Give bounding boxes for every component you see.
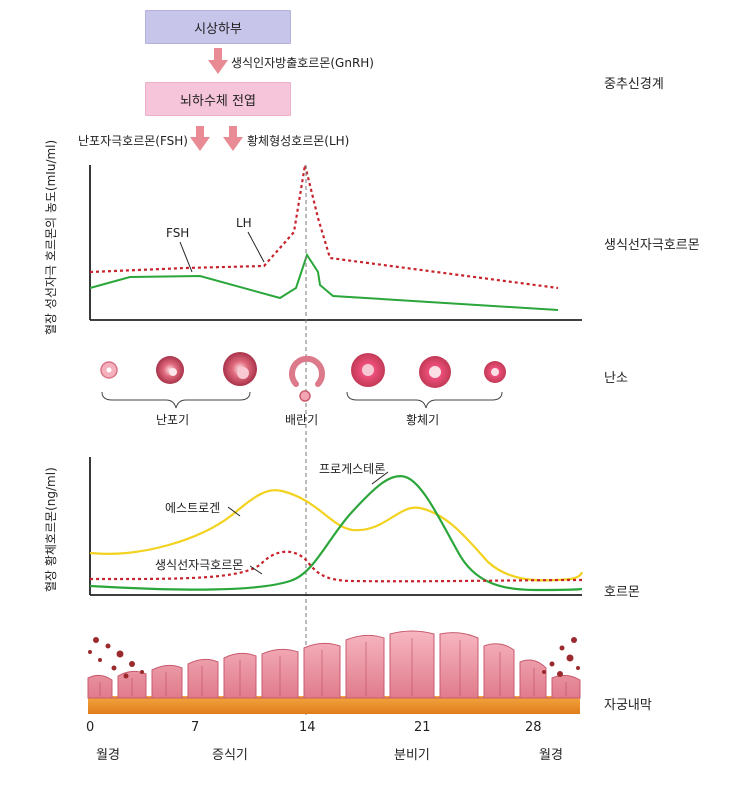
progesterone-pointer bbox=[371, 471, 389, 485]
gonadotropin-curve-label: 생식선자극호르몬 bbox=[155, 558, 244, 572]
hypothalamus-label: 시상하부 bbox=[194, 21, 242, 37]
tick-day-21: 21 bbox=[414, 720, 431, 735]
endometrium-layer bbox=[87, 630, 581, 699]
corpus-luteum-2 bbox=[419, 356, 451, 388]
phase-proliferative: 증식기 bbox=[212, 748, 248, 763]
chart1-axes bbox=[89, 165, 582, 321]
cns-label: 중추신경계 bbox=[604, 77, 664, 92]
ovulation-follicle bbox=[289, 355, 325, 402]
follicular-brace bbox=[101, 391, 251, 409]
corpus-luteum-1 bbox=[351, 353, 385, 387]
fsh-curve bbox=[89, 252, 559, 311]
fsh-arrow bbox=[190, 126, 210, 151]
hypothalamus-box: 시상하부 bbox=[145, 10, 291, 44]
follicle-3 bbox=[223, 352, 257, 386]
gonadotropin-pointer bbox=[249, 565, 263, 575]
pituitary-label: 뇌하수체 전엽 bbox=[180, 93, 256, 109]
gnrh-label: 생식인자방출호르몬(GnRH) bbox=[231, 56, 374, 70]
lh-curve-label: LH bbox=[236, 216, 252, 230]
gonadotropin-curve bbox=[89, 550, 583, 583]
corpus-luteum-3 bbox=[484, 361, 506, 383]
endometrium-side-label: 자궁내막 bbox=[604, 698, 652, 713]
progesterone-label: 프로게스테론 bbox=[319, 462, 386, 476]
progesterone-curve bbox=[89, 475, 583, 592]
chart2-ylabel: 혈장 황체호르몬(ng/ml) bbox=[44, 467, 58, 592]
lh-release-label: 황체형성호르몬(LH) bbox=[247, 134, 350, 148]
tick-day-7: 7 bbox=[191, 720, 200, 735]
tick-day-14: 14 bbox=[299, 720, 316, 735]
luteal-brace bbox=[346, 391, 503, 409]
phase-menstruation-start: 월경 bbox=[96, 748, 120, 763]
fsh-release-label: 난포자극호르몬(FSH) bbox=[78, 134, 188, 148]
ovulation-phase-label: 배란기 bbox=[285, 413, 319, 427]
gnrh-arrow bbox=[208, 48, 228, 74]
luteal-phase-label: 황체기 bbox=[406, 413, 440, 427]
lh-curve bbox=[89, 164, 559, 290]
estrogen-label: 에스트로겐 bbox=[165, 501, 221, 515]
chart2-axes bbox=[89, 457, 582, 596]
estrogen-pointer bbox=[227, 506, 241, 517]
menstrual-debris-right bbox=[542, 637, 580, 677]
phase-secretory: 분비기 bbox=[394, 748, 430, 763]
gonadotropin-side-label: 생식선자극호르몬 bbox=[604, 238, 700, 253]
hormone-side-label: 호르몬 bbox=[604, 585, 640, 600]
tick-day-28: 28 bbox=[525, 720, 542, 735]
menstrual-debris-left bbox=[88, 637, 144, 679]
ovary-side-label: 난소 bbox=[604, 371, 628, 386]
phase-menstruation-end: 월경 bbox=[539, 748, 563, 763]
lh-pointer bbox=[247, 231, 265, 263]
chart1-ylabel: 혈장 성선자극 호르몬의 농도(mIu/ml) bbox=[44, 139, 58, 335]
follicle-2 bbox=[156, 356, 184, 384]
lh-arrow bbox=[223, 126, 243, 151]
endometrium-illustration bbox=[87, 630, 581, 714]
fsh-pointer bbox=[179, 241, 193, 273]
follicle-1 bbox=[100, 361, 118, 379]
fsh-curve-label: FSH bbox=[166, 226, 190, 240]
follicular-phase-label: 난포기 bbox=[156, 413, 190, 427]
tick-day-0: 0 bbox=[86, 720, 95, 735]
pituitary-box: 뇌하수체 전엽 bbox=[145, 82, 291, 116]
